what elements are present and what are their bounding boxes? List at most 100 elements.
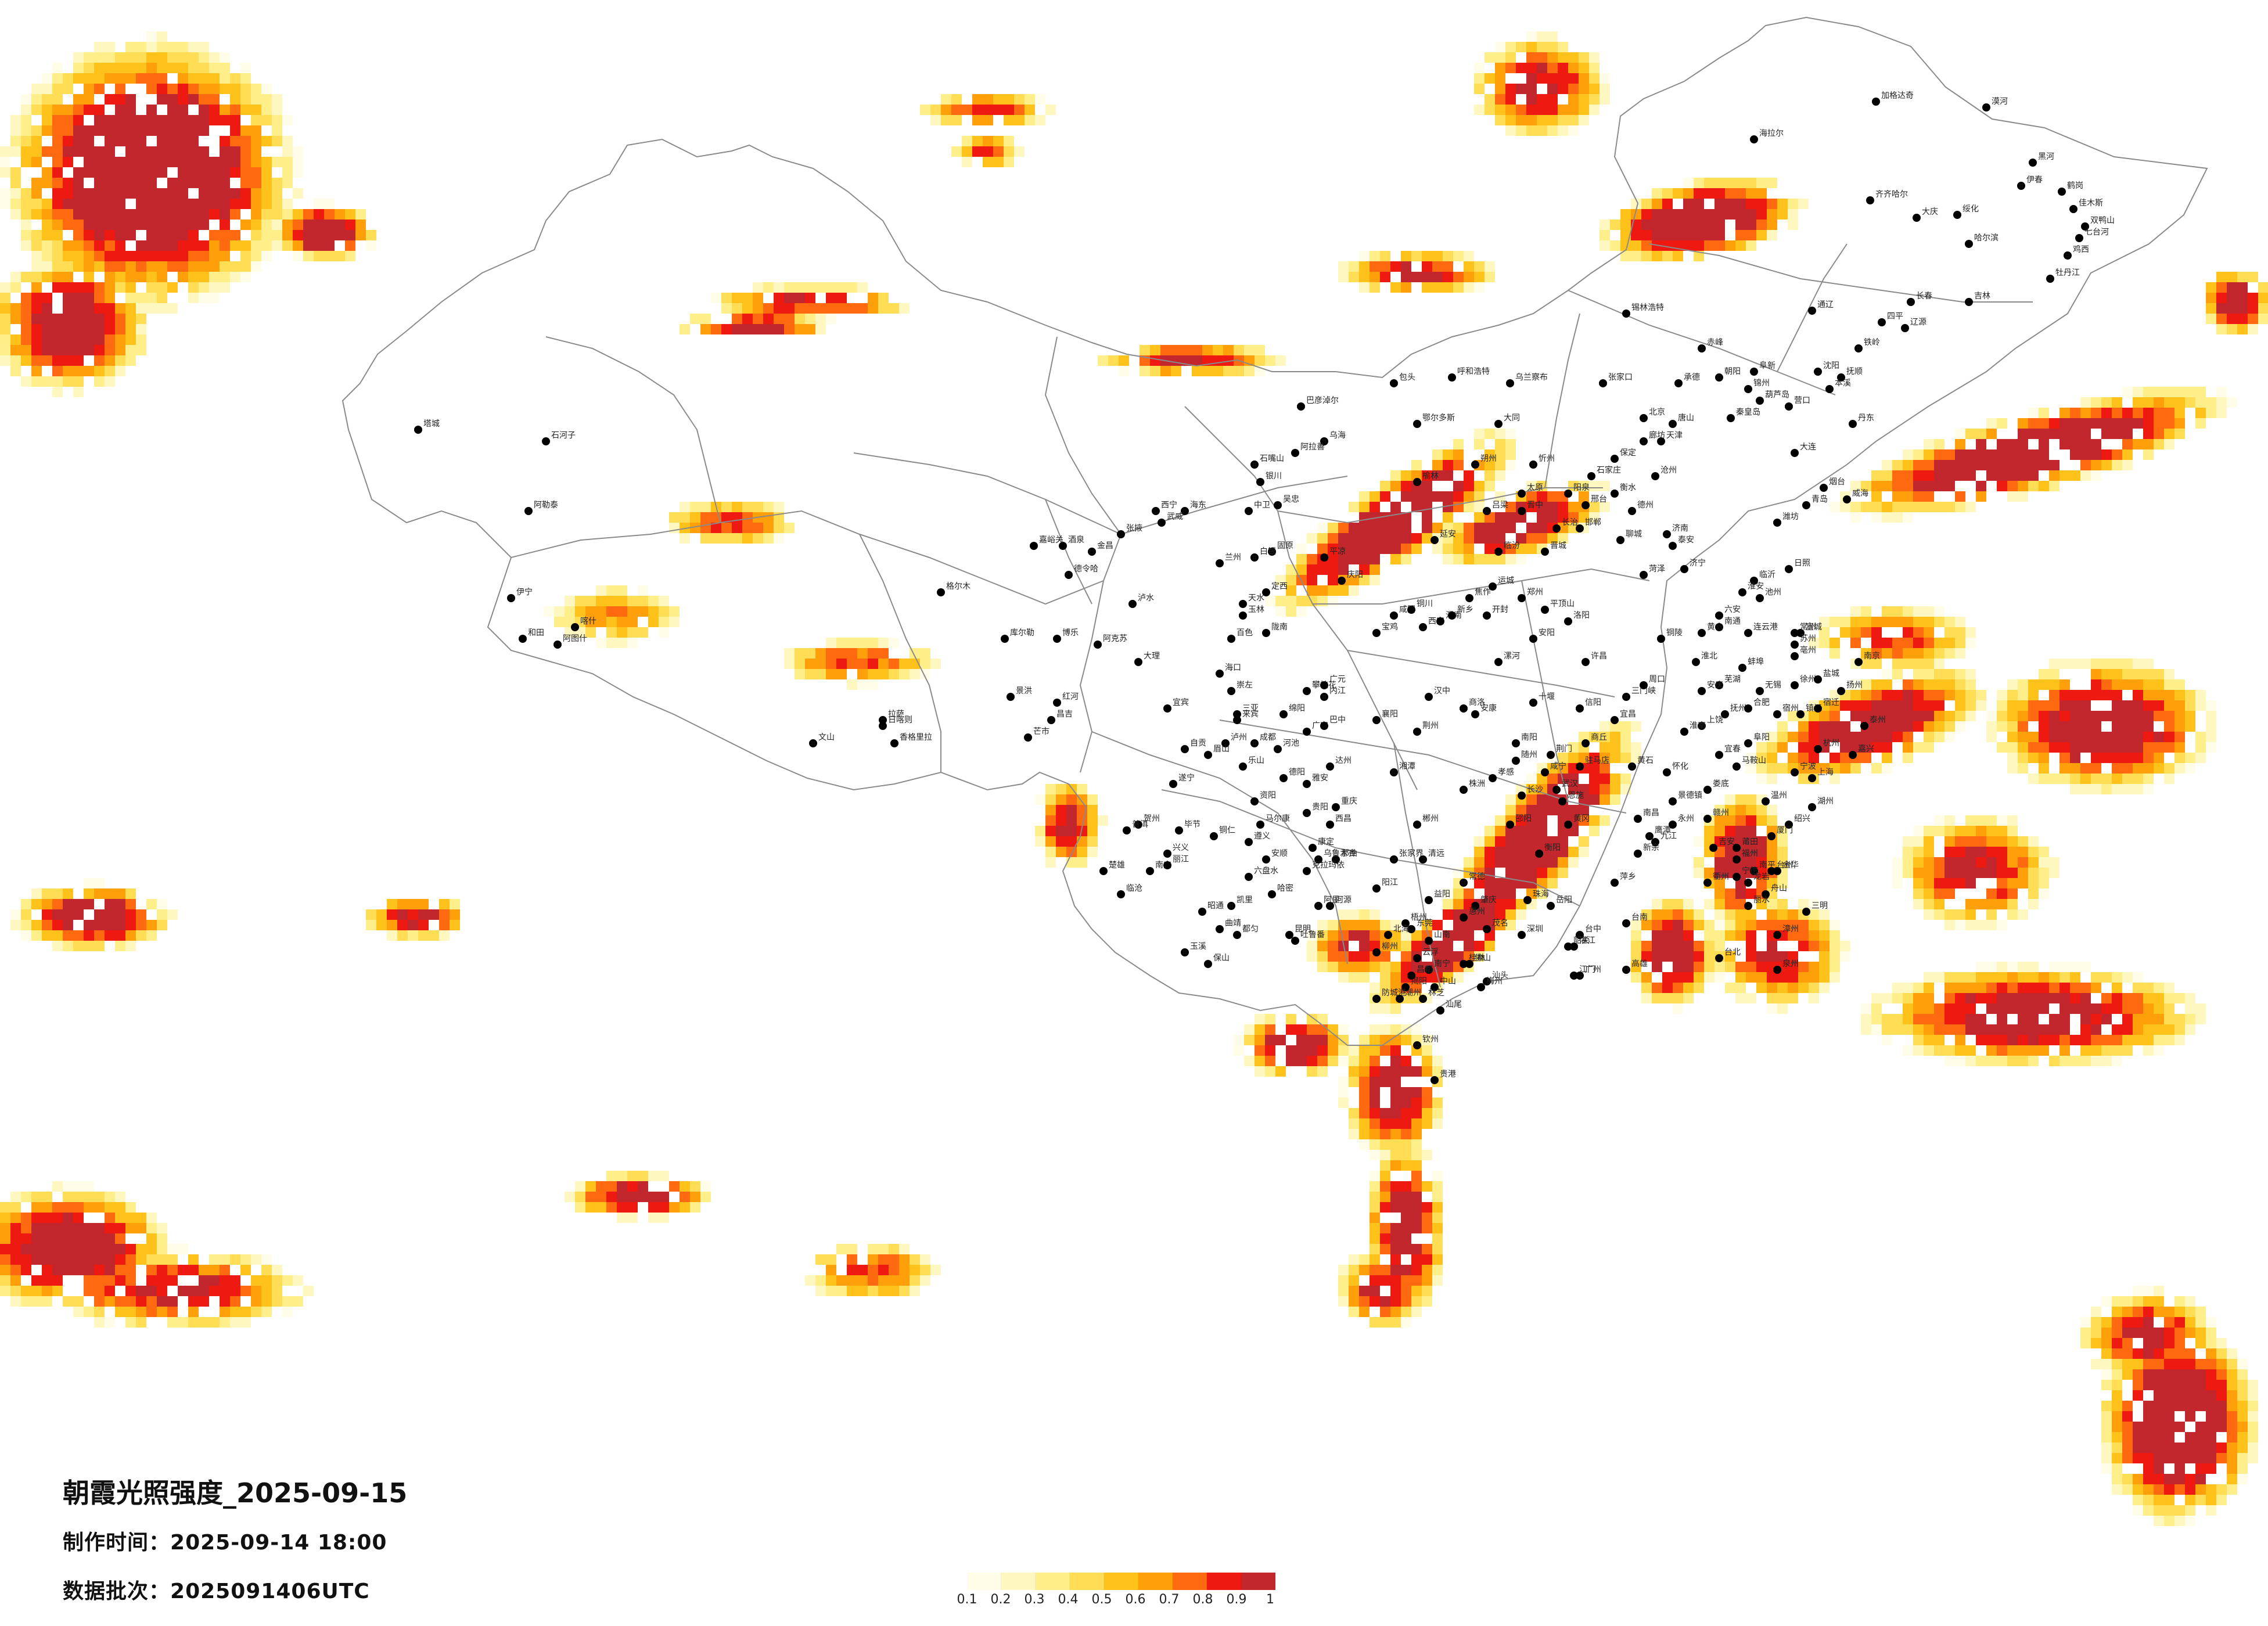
city-label: 吴忠: [1283, 495, 1299, 504]
city-dot: [1024, 733, 1032, 742]
city-label: 双鸭山: [2090, 216, 2115, 225]
intensity-cell: [784, 648, 795, 659]
intensity-cell: [209, 63, 220, 73]
intensity-cell: [1045, 815, 1056, 826]
city-label: 宜春: [1724, 744, 1741, 754]
intensity-cell: [1401, 1066, 1411, 1077]
city-dot: [1128, 600, 1137, 608]
intensity-cell: [1892, 1024, 1903, 1035]
intensity-cell: [73, 251, 84, 261]
intensity-cell: [1934, 439, 1944, 449]
intensity-cell: [2174, 763, 2185, 774]
intensity-cell: [157, 303, 167, 314]
intensity-cell: [1495, 857, 1505, 868]
intensity-cell: [1411, 1213, 1422, 1223]
intensity-cell: [2185, 1401, 2195, 1411]
intensity-cell: [73, 105, 84, 115]
intensity-cell: [1505, 805, 1516, 815]
intensity-cell: [1516, 105, 1526, 115]
city-dot: [2069, 205, 2077, 213]
city-dot: [1849, 751, 1857, 759]
intensity-cell: [1934, 700, 1944, 711]
city-label: 铜陵: [1666, 628, 1683, 638]
intensity-cell: [1505, 920, 1516, 930]
city-label: 哈密: [1277, 883, 1293, 893]
city-dot: [1715, 751, 1723, 759]
intensity-cell: [2164, 983, 2174, 993]
city-dot: [1489, 582, 1497, 591]
intensity-cell: [366, 920, 376, 930]
border-inner-3: [853, 452, 1348, 535]
intensity-cell: [2237, 324, 2248, 334]
intensity-cell: [627, 606, 638, 617]
intensity-cell: [1965, 836, 1976, 847]
intensity-cell: [617, 1171, 627, 1181]
intensity-cell: [815, 1286, 826, 1296]
intensity-cell: [1882, 638, 1892, 648]
intensity-cell: [2049, 742, 2059, 753]
intensity-cell: [2122, 1348, 2133, 1359]
intensity-cell: [2185, 1442, 2195, 1453]
city-dot: [1413, 954, 1421, 962]
intensity-cell: [1652, 920, 1662, 930]
intensity-cell: [251, 1254, 261, 1265]
intensity-cell: [240, 1307, 251, 1317]
city-dot: [1221, 739, 1230, 747]
intensity-cell: [1516, 826, 1526, 836]
intensity-cell: [1924, 732, 1934, 742]
intensity-cell: [251, 1275, 261, 1286]
intensity-cell: [1317, 1066, 1328, 1077]
intensity-cell: [52, 84, 63, 94]
intensity-cell: [94, 84, 105, 94]
intensity-cell: [1338, 1265, 1349, 1275]
intensity-cell: [1370, 1077, 1380, 1087]
intensity-cell: [2195, 1401, 2206, 1411]
intensity-cell: [1620, 732, 1631, 742]
intensity-cell: [2154, 993, 2164, 1003]
intensity-cell: [2028, 1045, 2039, 1056]
city-label: 阳江: [1382, 878, 1398, 887]
intensity-cell: [1944, 815, 1955, 826]
intensity-cell: [1924, 899, 1934, 909]
intensity-cell: [1673, 983, 1683, 993]
city-label: 南通: [1724, 617, 1741, 626]
city-label: 温州: [1771, 791, 1787, 800]
intensity-cell: [31, 888, 42, 899]
intensity-cell: [1390, 1181, 1401, 1192]
intensity-cell: [857, 1265, 868, 1275]
intensity-cell: [2059, 774, 2070, 784]
intensity-cell: [993, 146, 1004, 157]
city-dot: [1471, 461, 1479, 469]
intensity-cell: [240, 261, 251, 272]
intensity-cell: [1641, 230, 1652, 240]
intensity-cell: [282, 199, 293, 209]
intensity-cell: [105, 1265, 115, 1275]
intensity-cell: [638, 596, 648, 606]
intensity-cell: [2154, 1045, 2164, 1056]
intensity-cell: [2195, 1432, 2206, 1442]
intensity-cell: [52, 146, 63, 157]
intensity-cell: [1600, 784, 1610, 794]
intensity-cell: [1568, 481, 1579, 491]
intensity-cell: [2070, 439, 2080, 449]
intensity-cell: [1809, 732, 1819, 742]
intensity-cell: [209, 199, 220, 209]
intensity-cell: [2112, 1024, 2122, 1035]
intensity-cell: [1861, 606, 1871, 617]
intensity-cell: [178, 84, 188, 94]
intensity-cell: [2028, 878, 2039, 888]
intensity-cell: [2018, 418, 2028, 429]
city-label: 石家庄: [1597, 465, 1621, 475]
intensity-cell: [157, 1275, 167, 1286]
intensity-cell: [157, 920, 167, 930]
intensity-cell: [732, 293, 742, 303]
intensity-cell: [2195, 1328, 2206, 1338]
intensity-cell: [1401, 1192, 1411, 1202]
intensity-cell: [1589, 105, 1600, 115]
city-label: 玉林: [1248, 605, 1264, 614]
intensity-cell: [157, 261, 167, 272]
intensity-cell: [1819, 909, 1830, 920]
intensity-cell: [1537, 805, 1547, 815]
intensity-cell: [1401, 261, 1411, 272]
intensity-cell: [1307, 941, 1317, 951]
